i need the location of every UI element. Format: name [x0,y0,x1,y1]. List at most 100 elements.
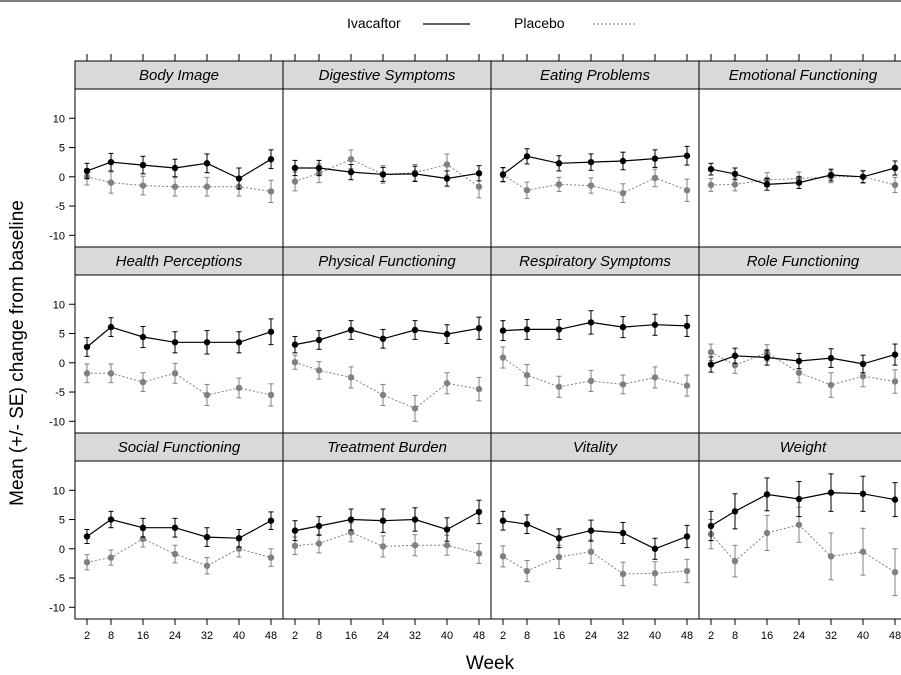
data-point [379,335,387,342]
data-point [891,568,899,576]
data-point [763,529,771,537]
data-point [267,156,275,163]
x-tick-label: 16 [761,630,773,642]
x-tick-label: 48 [889,630,901,642]
data-point [555,383,563,390]
y-tick-label: 10 [53,299,65,311]
panel-title: Eating Problems [540,67,651,84]
panel-health-perceptions: Health Perceptions [74,246,284,434]
panel-title: Vitality [573,439,618,456]
x-tick-label: 16 [553,630,565,642]
x-tick-label: 2 [708,630,714,642]
data-point [523,187,531,194]
x-tick-label: 2 [292,630,298,642]
data-point [795,495,803,503]
data-point [347,529,355,536]
data-point [443,380,451,387]
data-point [523,326,531,333]
series-placebo [499,539,691,587]
data-point [683,152,691,159]
y-tick-label: 10 [53,485,65,497]
data-point [651,321,659,328]
panel-title: Weight [780,439,827,456]
strip-emotional-functioning [698,60,901,90]
series-line [294,511,480,532]
series-ivacaftor [707,160,899,191]
data-point [171,550,179,558]
series-line [86,176,272,192]
data-point [83,167,91,175]
data-point [619,157,627,165]
strip-health-perceptions [74,246,284,276]
panel-title: Physical Functioning [318,253,456,270]
panel-emotional-functioning: Emotional Functioning [698,60,901,248]
data-point [859,373,867,380]
data-point [499,553,507,560]
x-tick-label: 32 [825,630,837,642]
data-point [587,377,595,385]
panel-title: Social Functioning [118,439,241,456]
strip-vitality [490,432,700,462]
y-tick-label: -5 [55,387,65,399]
data-point [203,562,211,569]
series-ivacaftor [83,317,275,357]
data-point [443,161,451,168]
panel-treatment-burden: Treatment Burden [282,432,492,620]
x-tick-label: 2 [500,630,506,642]
data-point [315,336,323,344]
series-ivacaftor [291,499,483,542]
panel-physical-functioning: Physical Functioning [282,246,492,434]
data-point [203,391,211,399]
data-point [795,357,803,365]
data-point [203,533,211,541]
series-line [294,158,480,188]
data-point [411,542,419,549]
panel-title: Treatment Burden [327,439,447,456]
data-point [763,491,771,498]
data-point [291,542,299,550]
data-point [235,339,243,346]
data-point [523,371,531,379]
data-point [203,183,211,190]
data-point [475,508,483,516]
data-point [107,516,115,523]
data-point [107,179,115,186]
panel-role-functioning: Role Functioning [698,246,901,434]
data-point [555,553,563,561]
x-tick-label: 8 [732,630,738,642]
panels: Body Image Digestive Symptoms Eating Probl… [74,60,901,620]
data-point [411,326,419,334]
data-point [859,490,867,497]
strip-eating-problems [490,60,700,90]
data-point [555,326,563,333]
series-placebo [83,362,275,407]
panel-title: Health Perceptions [116,253,243,270]
data-point [443,526,451,533]
data-point [763,354,771,361]
data-point [291,527,299,534]
data-point [107,370,115,377]
series-line [710,351,896,386]
data-point [651,545,659,552]
x-tick-label: 8 [524,630,530,642]
x-tick-label: 16 [345,630,357,642]
data-point [347,168,355,176]
data-point [139,378,147,386]
y-tick-label: 10 [53,113,65,125]
data-point [891,164,899,172]
data-point [891,378,899,385]
strip-role-functioning [698,246,901,276]
data-point [443,330,451,338]
series-placebo [707,343,899,398]
data-point [523,153,531,160]
data-point [827,171,835,179]
series-line [710,176,896,186]
data-point [411,170,419,178]
data-point [827,489,835,496]
top-axis-ticks [86,54,896,61]
series-line [502,551,688,575]
y-tick-label: -5 [55,201,65,213]
data-point [235,175,243,182]
data-point [315,367,323,374]
panel-vitality: Vitality [490,432,700,620]
